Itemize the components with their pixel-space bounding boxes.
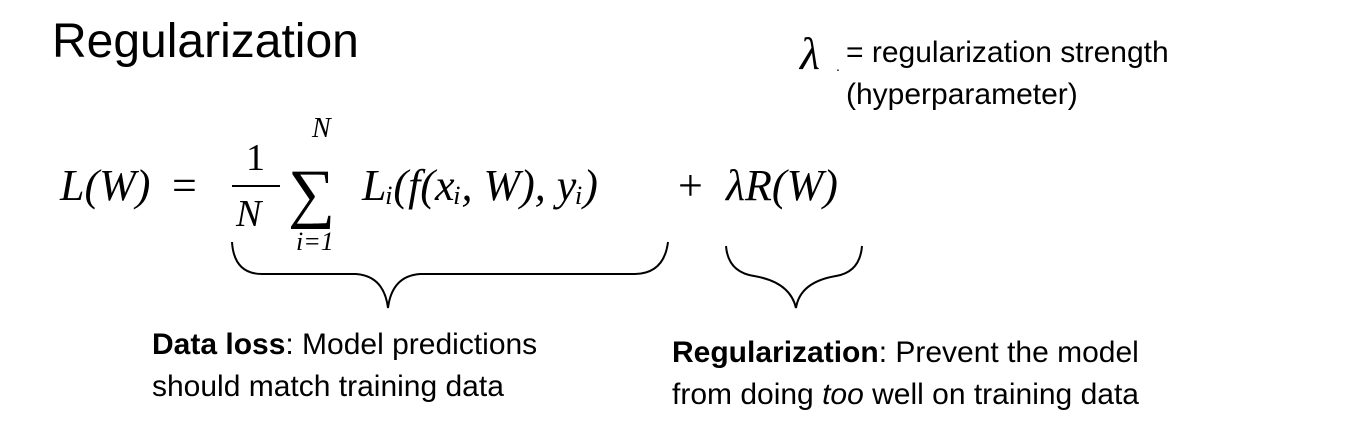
formula-plus: +: [678, 161, 703, 210]
data-loss-description: Data loss: Model predictions should matc…: [152, 324, 537, 408]
regularization-brace: [725, 245, 863, 309]
regularization-label: Regularization: [672, 336, 879, 369]
regularization-line2-italic: too: [822, 378, 864, 411]
page-title: Regularization: [52, 15, 359, 68]
data-loss-term: Lᵢ(f(xᵢ, W), yᵢ): [361, 161, 598, 210]
lambda-definition-line2: (hyperparameter): [846, 78, 1078, 111]
sum-symbol: ∑: [288, 157, 335, 230]
formula-lhs: L(W): [59, 161, 150, 210]
data-loss-label: Data loss: [152, 328, 286, 361]
formula-equals: =: [172, 161, 197, 210]
regularization-line1: : Prevent the model: [878, 336, 1139, 369]
lambda-symbol: λ: [800, 28, 820, 79]
data-loss-line2: should match training data: [152, 370, 504, 403]
lambda-definition-line1: = regularization strength: [846, 36, 1169, 69]
regularization-term: λR(W): [724, 161, 838, 210]
data-loss-brace: [231, 241, 669, 309]
sum-upper-limit: N: [311, 113, 332, 144]
fraction-denominator: N: [235, 193, 264, 235]
regularization-description: Regularization: Prevent the model from d…: [672, 332, 1139, 416]
regularization-line2-post: well on training data: [863, 378, 1139, 411]
regularization-line2-pre: from doing: [672, 378, 823, 411]
fraction-numerator: 1: [246, 137, 265, 179]
sum-lower-limit: i=1: [296, 227, 334, 256]
data-loss-line1: : Model predictions: [285, 328, 538, 361]
lambda-dot: .: [836, 58, 840, 74]
